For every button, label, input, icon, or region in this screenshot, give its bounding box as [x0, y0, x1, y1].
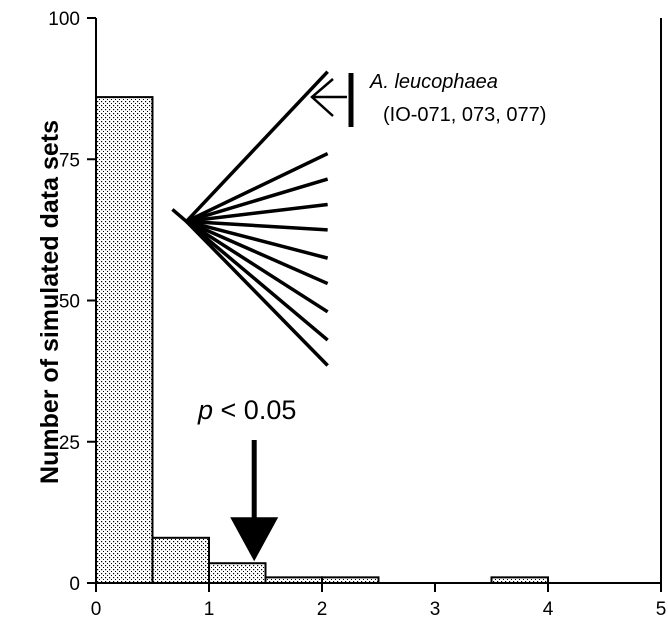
p-value-label: p < 0.05 — [197, 395, 296, 425]
x-tick-label: 0 — [91, 599, 102, 620]
p-threshold: < 0.05 — [213, 395, 296, 425]
y-tick-label: 0 — [69, 574, 80, 595]
histogram-bar — [209, 563, 266, 583]
fan-lines — [172, 72, 327, 366]
p-symbol: p — [197, 395, 213, 425]
species-label: A. leucophaea — [369, 71, 498, 93]
specimen-ids-label: (IO-071, 073, 077) — [383, 104, 546, 126]
x-tick-label: 5 — [656, 599, 667, 620]
x-tick-label: 4 — [543, 599, 554, 620]
histogram-bars — [96, 97, 548, 583]
fan-line — [186, 221, 327, 365]
x-tick-label: 2 — [317, 599, 328, 620]
p-arrow-head — [230, 517, 278, 561]
y-tick-label: 100 — [48, 9, 80, 30]
fan-line — [186, 221, 327, 311]
fan-origin-tail — [172, 209, 186, 221]
x-tick-label: 3 — [430, 599, 441, 620]
x-tick-label: 1 — [204, 599, 215, 620]
histogram-bar — [96, 97, 153, 583]
p-value-arrow — [230, 440, 278, 561]
y-axis-label: Number of simulated data sets — [36, 120, 64, 484]
histogram-bar — [153, 538, 210, 583]
